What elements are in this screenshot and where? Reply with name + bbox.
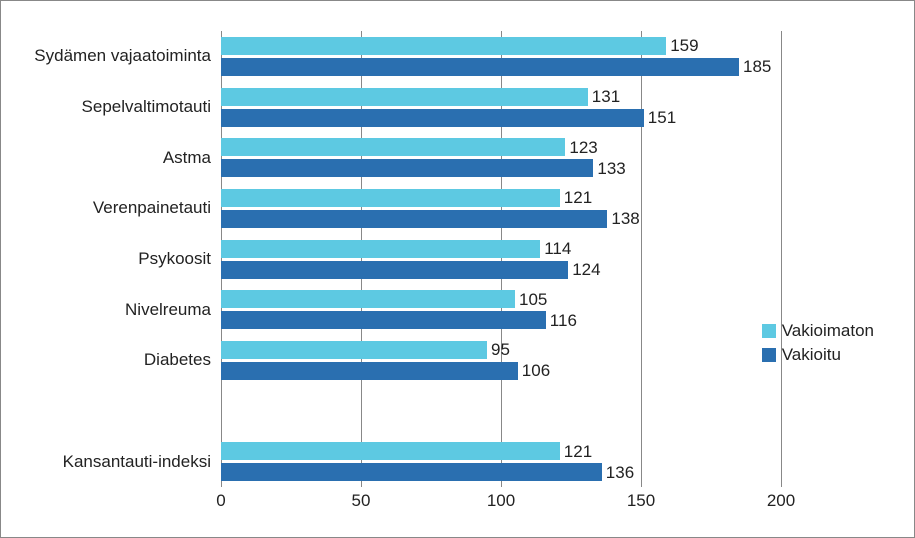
y-tick-label: Astma: [163, 148, 211, 168]
bar-value-label: 106: [522, 361, 550, 381]
bar-value-label: 131: [592, 87, 620, 107]
bar-vakioimaton: [221, 290, 515, 308]
legend: Vakioimaton Vakioitu: [762, 321, 874, 369]
y-tick-label: Nivelreuma: [125, 300, 211, 320]
bar-value-label: 121: [564, 188, 592, 208]
y-tick-label: Sydämen vajaatoiminta: [34, 46, 211, 66]
bar-vakioimaton: [221, 442, 560, 460]
bar-vakioimaton: [221, 341, 487, 359]
y-tick-label: Sepelvaltimotauti: [82, 97, 211, 117]
legend-label: Vakioimaton: [782, 321, 874, 341]
bar-vakioimaton: [221, 240, 540, 258]
x-tick-label: 0: [216, 491, 225, 511]
bar-value-label: 159: [670, 36, 698, 56]
bar-vakioitu: [221, 58, 739, 76]
gridline: [781, 31, 782, 487]
bar-value-label: 138: [611, 209, 639, 229]
y-tick-label: Psykoosit: [138, 249, 211, 269]
bar-vakioitu: [221, 159, 593, 177]
x-tick-label: 50: [352, 491, 371, 511]
bar-value-label: 116: [550, 311, 577, 331]
bar-vakioitu: [221, 311, 546, 329]
y-tick-label: Diabetes: [144, 350, 211, 370]
legend-label: Vakioitu: [782, 345, 841, 365]
bar-vakioimaton: [221, 88, 588, 106]
bar-value-label: 123: [569, 138, 597, 158]
x-tick-label: 100: [487, 491, 515, 511]
bar-vakioitu: [221, 210, 607, 228]
bar-vakioimaton: [221, 189, 560, 207]
legend-item: Vakioitu: [762, 345, 874, 365]
x-tick-label: 150: [627, 491, 655, 511]
bar-value-label: 151: [648, 108, 676, 128]
bar-vakioitu: [221, 362, 518, 380]
bar-value-label: 114: [544, 239, 571, 259]
bar-value-label: 105: [519, 290, 547, 310]
bar-vakioimaton: [221, 138, 565, 156]
bar-value-label: 124: [572, 260, 600, 280]
y-tick-label: Kansantauti-indeksi: [63, 452, 211, 472]
legend-swatch: [762, 348, 776, 362]
plot-area: 050100150200Sydämen vajaatoiminta159185S…: [221, 31, 781, 487]
bar-value-label: 136: [606, 463, 634, 483]
bar-vakioitu: [221, 261, 568, 279]
bar-value-label: 185: [743, 57, 771, 77]
legend-item: Vakioimaton: [762, 321, 874, 341]
gridline: [641, 31, 642, 487]
legend-swatch: [762, 324, 776, 338]
y-tick-label: Verenpainetauti: [93, 198, 211, 218]
bar-value-label: 121: [564, 442, 592, 462]
bar-value-label: 133: [597, 159, 625, 179]
bar-vakioitu: [221, 463, 602, 481]
bar-vakioimaton: [221, 37, 666, 55]
bar-value-label: 95: [491, 340, 510, 360]
chart-container: 0 50 100 150 200 Sydämen vajaatoiminta 159 185 S…: [0, 0, 915, 538]
bar-vakioitu: [221, 109, 644, 127]
x-tick-label: 200: [767, 491, 795, 511]
